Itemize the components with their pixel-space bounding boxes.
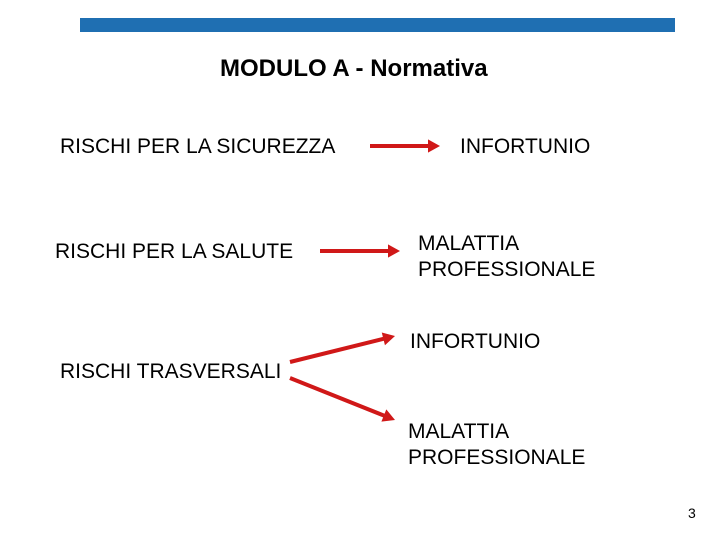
label-malattia-1-line1: MALATTIA — [418, 232, 519, 256]
label-rischi-trasversali: RISCHI TRASVERSALI — [60, 360, 281, 384]
slide-title: MODULO A - Normativa — [220, 55, 488, 83]
header-bar — [80, 18, 675, 32]
label-infortunio-2: INFORTUNIO — [410, 330, 540, 354]
label-rischi-sicurezza: RISCHI PER LA SICUREZZA — [60, 135, 335, 159]
label-malattia-2-line2: PROFESSIONALE — [408, 446, 585, 470]
arrow-trasversali-malattia — [270, 358, 415, 440]
label-rischi-salute: RISCHI PER LA SALUTE — [55, 240, 293, 264]
arrow-sicurezza-infortunio — [350, 126, 460, 166]
label-infortunio-1: INFORTUNIO — [460, 135, 590, 159]
label-malattia-2-line1: MALATTIA — [408, 420, 509, 444]
label-malattia-1-line2: PROFESSIONALE — [418, 258, 595, 282]
arrow-salute-malattia — [300, 231, 420, 271]
page-number: 3 — [688, 505, 696, 521]
